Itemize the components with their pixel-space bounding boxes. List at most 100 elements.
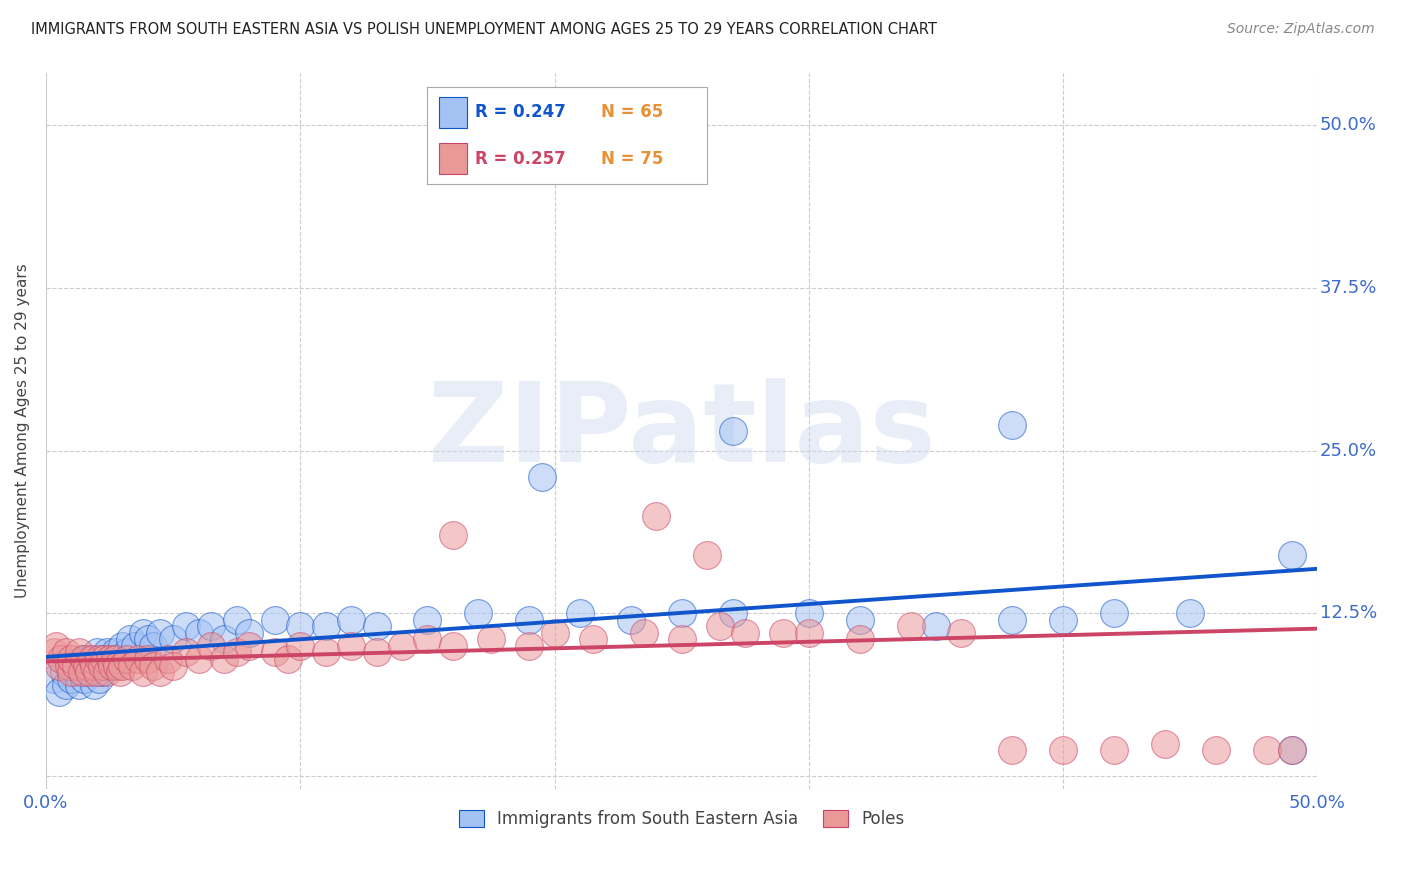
Point bbox=[67, 678, 90, 692]
Point bbox=[1205, 743, 1227, 757]
Point bbox=[111, 658, 134, 673]
Point bbox=[671, 607, 693, 621]
Point bbox=[315, 645, 337, 659]
Point bbox=[52, 665, 75, 679]
Point bbox=[73, 672, 96, 686]
Text: 25.0%: 25.0% bbox=[1320, 442, 1376, 459]
Point bbox=[42, 645, 65, 659]
Point bbox=[797, 626, 820, 640]
Point bbox=[86, 645, 108, 659]
Point bbox=[101, 658, 124, 673]
Point bbox=[142, 639, 165, 653]
Point bbox=[111, 639, 134, 653]
Point bbox=[517, 613, 540, 627]
Point bbox=[162, 632, 184, 647]
Point bbox=[77, 665, 100, 679]
Point bbox=[187, 652, 209, 666]
Point bbox=[121, 658, 143, 673]
Point bbox=[1281, 743, 1303, 757]
Point bbox=[568, 607, 591, 621]
Point bbox=[89, 672, 111, 686]
Point bbox=[101, 658, 124, 673]
Point bbox=[1001, 613, 1024, 627]
Point bbox=[225, 613, 247, 627]
Point bbox=[51, 652, 73, 666]
Point bbox=[83, 658, 105, 673]
Point bbox=[366, 619, 388, 633]
Point bbox=[734, 626, 756, 640]
Point bbox=[212, 632, 235, 647]
Point bbox=[157, 652, 180, 666]
Point bbox=[290, 639, 312, 653]
Point bbox=[48, 658, 70, 673]
Point bbox=[1052, 743, 1074, 757]
Point bbox=[340, 613, 363, 627]
Point bbox=[117, 645, 139, 659]
Point bbox=[263, 613, 285, 627]
Point bbox=[238, 626, 260, 640]
Point bbox=[80, 665, 103, 679]
Point bbox=[1001, 743, 1024, 757]
Point bbox=[86, 665, 108, 679]
Point bbox=[48, 684, 70, 698]
Point bbox=[633, 626, 655, 640]
Point bbox=[441, 639, 464, 653]
Point bbox=[89, 652, 111, 666]
Point bbox=[315, 619, 337, 633]
Point bbox=[1153, 737, 1175, 751]
Point bbox=[1256, 743, 1278, 757]
Text: IMMIGRANTS FROM SOUTH EASTERN ASIA VS POLISH UNEMPLOYMENT AMONG AGES 25 TO 29 YE: IMMIGRANTS FROM SOUTH EASTERN ASIA VS PO… bbox=[31, 22, 936, 37]
Point bbox=[131, 665, 153, 679]
Point bbox=[212, 652, 235, 666]
Point bbox=[131, 626, 153, 640]
Text: 12.5%: 12.5% bbox=[1320, 605, 1378, 623]
Point bbox=[709, 619, 731, 633]
Text: Source: ZipAtlas.com: Source: ZipAtlas.com bbox=[1227, 22, 1375, 37]
Point bbox=[340, 639, 363, 653]
Point bbox=[58, 658, 80, 673]
Point bbox=[76, 658, 98, 673]
Point bbox=[70, 665, 93, 679]
Point bbox=[441, 528, 464, 542]
Point bbox=[98, 652, 121, 666]
Point bbox=[797, 607, 820, 621]
Point bbox=[174, 645, 197, 659]
Point bbox=[290, 619, 312, 633]
Point bbox=[77, 652, 100, 666]
Point bbox=[848, 613, 870, 627]
Point bbox=[67, 645, 90, 659]
Point bbox=[1180, 607, 1202, 621]
Point bbox=[1102, 607, 1125, 621]
Point bbox=[55, 678, 77, 692]
Point bbox=[238, 639, 260, 653]
Text: 50.0%: 50.0% bbox=[1320, 116, 1376, 134]
Point bbox=[73, 652, 96, 666]
Text: 37.5%: 37.5% bbox=[1320, 279, 1378, 297]
Point bbox=[620, 613, 643, 627]
Point bbox=[900, 619, 922, 633]
Point bbox=[60, 672, 83, 686]
Point bbox=[721, 607, 744, 621]
Point bbox=[479, 632, 502, 647]
Point bbox=[200, 619, 222, 633]
Point bbox=[721, 424, 744, 438]
Point bbox=[263, 645, 285, 659]
Point bbox=[582, 632, 605, 647]
Point bbox=[543, 626, 565, 640]
Point bbox=[90, 665, 112, 679]
Point bbox=[98, 652, 121, 666]
Point bbox=[1281, 548, 1303, 562]
Point bbox=[105, 658, 128, 673]
Point bbox=[391, 639, 413, 653]
Point bbox=[55, 645, 77, 659]
Point bbox=[517, 639, 540, 653]
Point bbox=[136, 652, 159, 666]
Point bbox=[671, 632, 693, 647]
Point bbox=[104, 645, 127, 659]
Point bbox=[118, 632, 141, 647]
Point bbox=[127, 652, 149, 666]
Point bbox=[174, 619, 197, 633]
Point bbox=[1001, 417, 1024, 432]
Point bbox=[60, 665, 83, 679]
Point bbox=[45, 639, 67, 653]
